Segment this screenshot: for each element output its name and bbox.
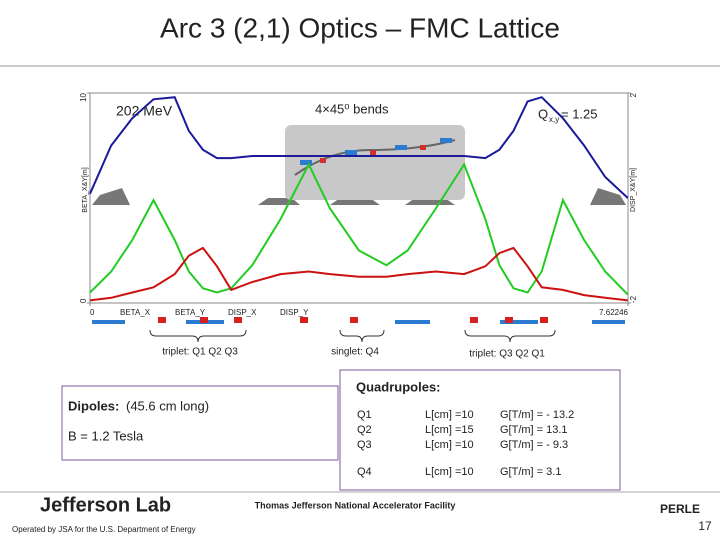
footer-project: PERLE [660, 502, 700, 516]
slide-title: Arc 3 (2,1) Optics – FMC Lattice [160, 12, 560, 43]
quad-cell: Q2 [357, 424, 372, 436]
y2-tick-label: -2 [629, 295, 638, 303]
tune-sub: x,y [549, 115, 559, 124]
legend-entry: BETA_Y [175, 308, 206, 317]
quad-cell: Q3 [357, 439, 372, 451]
quad-cell: G[T/m] = 13.1 [500, 424, 568, 436]
lattice-label: singlet: Q4 [331, 347, 379, 358]
energy-label: 202 MeV [116, 103, 173, 119]
quad-cell: L[cm] =15 [425, 424, 474, 436]
bends-inset [285, 125, 465, 200]
legend-entry: DISP_X [228, 308, 257, 317]
y-axis-label: BETA_X&Y[m] [82, 167, 89, 212]
quadrupoles-heading: Quadrupoles: [356, 379, 441, 394]
series-line [89, 246, 628, 302]
lattice [92, 317, 625, 343]
lattice-label: triplet: Q3 Q2 Q1 [469, 349, 545, 360]
footer-logo: Jefferson Lab [40, 494, 171, 516]
quad-cell: G[T/m] = 3.1 [500, 466, 561, 478]
page-number: 17 [698, 519, 712, 533]
quad-cell: L[cm] =10 [425, 466, 474, 478]
quad-cell: L[cm] =10 [425, 409, 474, 421]
x-tick-label: 7.62246 [599, 308, 628, 317]
tune-value: = 1.25 [561, 106, 598, 121]
bends-label: 4×45⁰ bends [315, 101, 389, 116]
y-tick-label: 0 [79, 298, 88, 303]
quad-cell: Q1 [357, 409, 372, 421]
quad-cell: L[cm] =10 [425, 439, 474, 451]
y2-tick-label: 2 [629, 92, 638, 97]
quad-cell: Q4 [357, 466, 372, 478]
tune-q: Q [538, 106, 548, 121]
footer-operator: Operated by JSA for the U.S. Department … [12, 525, 196, 534]
plot-frame [89, 92, 629, 304]
footer-facility: Thomas Jefferson National Accelerator Fa… [255, 500, 456, 510]
lattice-label: triplet: Q1 Q2 Q3 [162, 347, 238, 358]
series-line [89, 96, 629, 199]
series-line [89, 162, 629, 296]
quad-cell: G[T/m] = - 13.2 [500, 409, 574, 421]
quad-cell: G[T/m] = - 9.3 [500, 439, 568, 451]
legend-entry: DISP_Y [280, 308, 309, 317]
legend-entry: BETA_X [120, 308, 151, 317]
x-tick-label: 0 [90, 308, 95, 317]
y2-axis-label: DISP_X&Y[m] [630, 168, 637, 212]
dipoles-length: (45.6 cm long) [126, 398, 209, 413]
dipoles-box [61, 385, 339, 461]
dipoles-field: B = 1.2 Tesla [68, 428, 144, 443]
dipoles-heading: Dipoles: [68, 398, 119, 413]
y-tick-label: 10 [79, 92, 88, 101]
quadrupoles-box [339, 369, 621, 491]
